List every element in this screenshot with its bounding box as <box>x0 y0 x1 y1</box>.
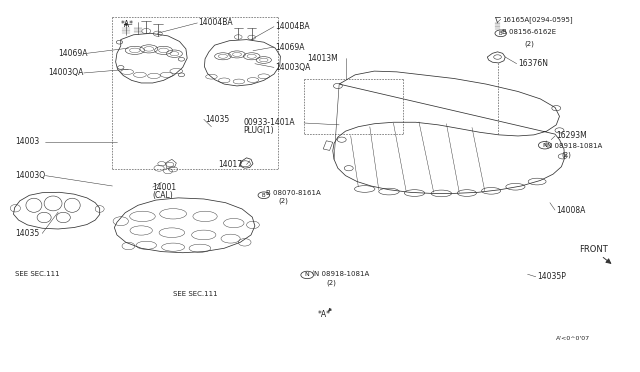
Text: (2): (2) <box>524 40 534 46</box>
Text: B 08156-6162E: B 08156-6162E <box>502 29 556 35</box>
Text: 14069A: 14069A <box>275 42 305 51</box>
Text: 14003QA: 14003QA <box>275 63 310 72</box>
Text: 14035: 14035 <box>205 115 229 124</box>
Text: N: N <box>305 272 310 278</box>
Text: 14004BA: 14004BA <box>198 19 234 28</box>
Text: (2): (2) <box>561 151 572 158</box>
Text: 14069A: 14069A <box>58 49 88 58</box>
Text: SEE SEC.111: SEE SEC.111 <box>173 291 218 297</box>
Text: 16165A[0294-0595]: 16165A[0294-0595] <box>502 16 573 23</box>
Text: N: N <box>543 143 547 148</box>
Text: (2): (2) <box>278 198 289 204</box>
Text: 14003: 14003 <box>15 137 39 146</box>
Text: 14013M: 14013M <box>307 54 338 62</box>
Text: B: B <box>262 193 266 198</box>
Text: SEE SEC.111: SEE SEC.111 <box>15 271 60 277</box>
Text: 14003QA: 14003QA <box>49 68 84 77</box>
Text: A'<0^0'07: A'<0^0'07 <box>556 336 591 341</box>
Text: N 08918-1081A: N 08918-1081A <box>314 271 369 277</box>
Text: 14008A: 14008A <box>556 206 586 215</box>
Text: 14003Q: 14003Q <box>15 171 45 180</box>
Text: PLUG(1): PLUG(1) <box>243 126 274 135</box>
Text: N 08918-1081A: N 08918-1081A <box>547 143 602 149</box>
Text: *A*: *A* <box>318 311 331 320</box>
Text: FRONT: FRONT <box>579 244 608 253</box>
Text: 16293M: 16293M <box>556 131 587 141</box>
Text: 14017: 14017 <box>218 160 242 169</box>
Text: (2): (2) <box>326 279 336 286</box>
Text: 14035: 14035 <box>15 229 39 238</box>
Text: *A*: *A* <box>120 20 134 29</box>
Text: 00933-1401A: 00933-1401A <box>243 118 295 127</box>
Text: 14004BA: 14004BA <box>275 22 310 31</box>
Text: B: B <box>499 31 502 36</box>
Text: B 08070-8161A: B 08070-8161A <box>266 190 321 196</box>
Text: 14001: 14001 <box>153 183 177 192</box>
Text: 14035P: 14035P <box>537 272 566 281</box>
Text: (CAL): (CAL) <box>153 191 173 200</box>
Text: 16376N: 16376N <box>518 59 548 68</box>
